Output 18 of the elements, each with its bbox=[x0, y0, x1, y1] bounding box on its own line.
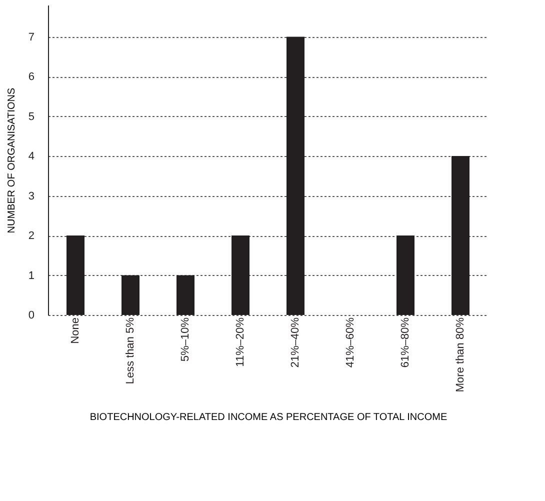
x-axis-title: BIOTECHNOLOGY-RELATED INCOME AS PERCENTAGE OF TOTAL INCOME bbox=[90, 412, 448, 424]
x-tick-label: 5%–10% bbox=[180, 317, 192, 362]
y-tick-label: 4 bbox=[28, 150, 34, 163]
y-tick-label: 5 bbox=[28, 110, 34, 123]
x-tick-label: None bbox=[70, 318, 82, 344]
y-tick-label: 7 bbox=[28, 31, 34, 44]
y-tick-label: 1 bbox=[28, 270, 34, 282]
y-tick-label: 3 bbox=[28, 190, 34, 202]
y-tick-label: 0 bbox=[28, 310, 34, 322]
x-tick-label: Less than 5% bbox=[124, 317, 136, 384]
y-tick-label: 2 bbox=[28, 230, 34, 242]
y-tick-label: 6 bbox=[28, 71, 34, 84]
x-tick-label: 11%–20% bbox=[234, 317, 246, 367]
x-tick-label: 21%–40% bbox=[290, 317, 302, 368]
y-axis-title: NUMBER OF ORGANISATIONS bbox=[6, 87, 18, 234]
x-tick-label: 41%–60% bbox=[344, 317, 356, 368]
x-tick-label: 61%–80% bbox=[400, 317, 412, 368]
x-tick-label: More than 80% bbox=[454, 317, 466, 392]
